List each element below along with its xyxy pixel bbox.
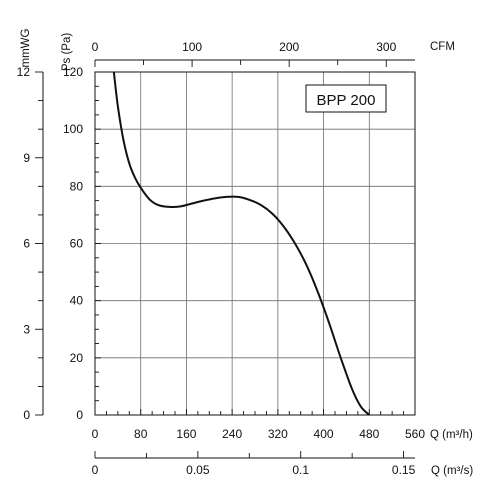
mmwg-tick-label: 3 <box>23 322 30 336</box>
grid <box>95 72 415 415</box>
y-tick-label: 20 <box>70 351 84 365</box>
y-tick-label: 100 <box>63 122 83 136</box>
x-axis-label-m3s: Q (m³/s) <box>431 465 473 477</box>
mmwg-tick-label: 9 <box>23 151 30 165</box>
x-axis-m3s: 0 0.05 0.1 0.15 <box>92 451 416 477</box>
model-label: BPP 200 <box>317 92 376 109</box>
mmwg-tick-label: 6 <box>23 237 30 251</box>
x-tick-label: 0 <box>92 427 99 441</box>
y-axis-label-pa: Ps (Pa) <box>61 33 73 72</box>
m3s-tick-label: 0.15 <box>392 463 416 477</box>
y-tick-label: 80 <box>70 179 84 193</box>
x-tick-label: 320 <box>268 427 288 441</box>
y-tick-label: 120 <box>63 65 83 79</box>
y-tick-label: 60 <box>70 237 84 251</box>
cfm-tick-label: 100 <box>182 40 202 54</box>
x-axis-cfm: 0 100 200 300 <box>92 40 415 67</box>
x-tick-label: 560 <box>405 427 425 441</box>
x-tick-label: 240 <box>222 427 242 441</box>
x-tick-label: 160 <box>176 427 196 441</box>
x-axis-m3h: 0 80 160 240 320 400 480 560 <box>92 409 425 441</box>
m3s-tick-label: 0.1 <box>292 463 309 477</box>
y-tick-label: 40 <box>70 294 84 308</box>
x-axis-label-cfm: CFM <box>430 41 455 53</box>
y-axis-mmwg: 0 3 6 9 12 <box>17 65 44 422</box>
cfm-tick-label: 0 <box>92 40 99 54</box>
cfm-tick-label: 200 <box>279 40 299 54</box>
x-axis-label-m3h: Q (m³/h) <box>430 429 473 441</box>
y-axis-label-mmwg: mmWG <box>20 28 32 67</box>
model-label-box: BPP 200 <box>305 84 387 113</box>
mmwg-tick-label: 0 <box>23 408 30 422</box>
m3s-tick-label: 0.05 <box>186 463 210 477</box>
y-axis-pa: 0 20 40 60 80 100 120 <box>63 65 101 422</box>
m3s-tick-label: 0 <box>92 463 99 477</box>
x-tick-label: 80 <box>134 427 148 441</box>
y-tick-label: 0 <box>76 408 83 422</box>
mmwg-tick-label: 12 <box>17 65 31 79</box>
performance-curve <box>112 71 370 416</box>
x-tick-label: 400 <box>314 427 334 441</box>
cfm-tick-label: 300 <box>376 40 396 54</box>
x-tick-label: 480 <box>359 427 379 441</box>
